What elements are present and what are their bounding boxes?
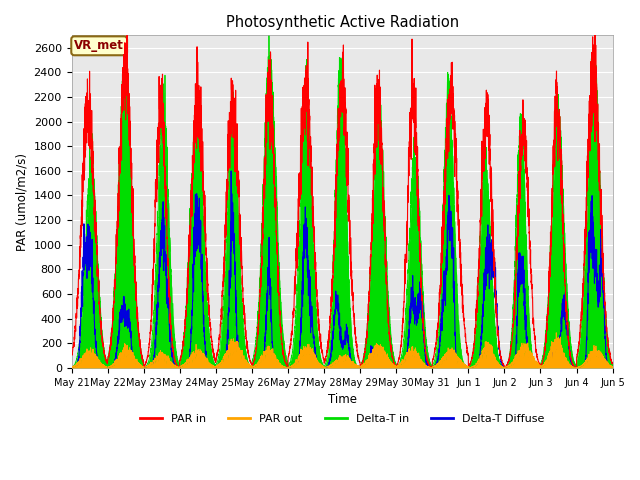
Y-axis label: PAR (umol/m2/s): PAR (umol/m2/s)	[15, 153, 28, 251]
X-axis label: Time: Time	[328, 393, 356, 406]
Text: VR_met: VR_met	[74, 39, 124, 52]
Title: Photosynthetic Active Radiation: Photosynthetic Active Radiation	[225, 15, 459, 30]
Legend: PAR in, PAR out, Delta-T in, Delta-T Diffuse: PAR in, PAR out, Delta-T in, Delta-T Dif…	[135, 410, 549, 429]
